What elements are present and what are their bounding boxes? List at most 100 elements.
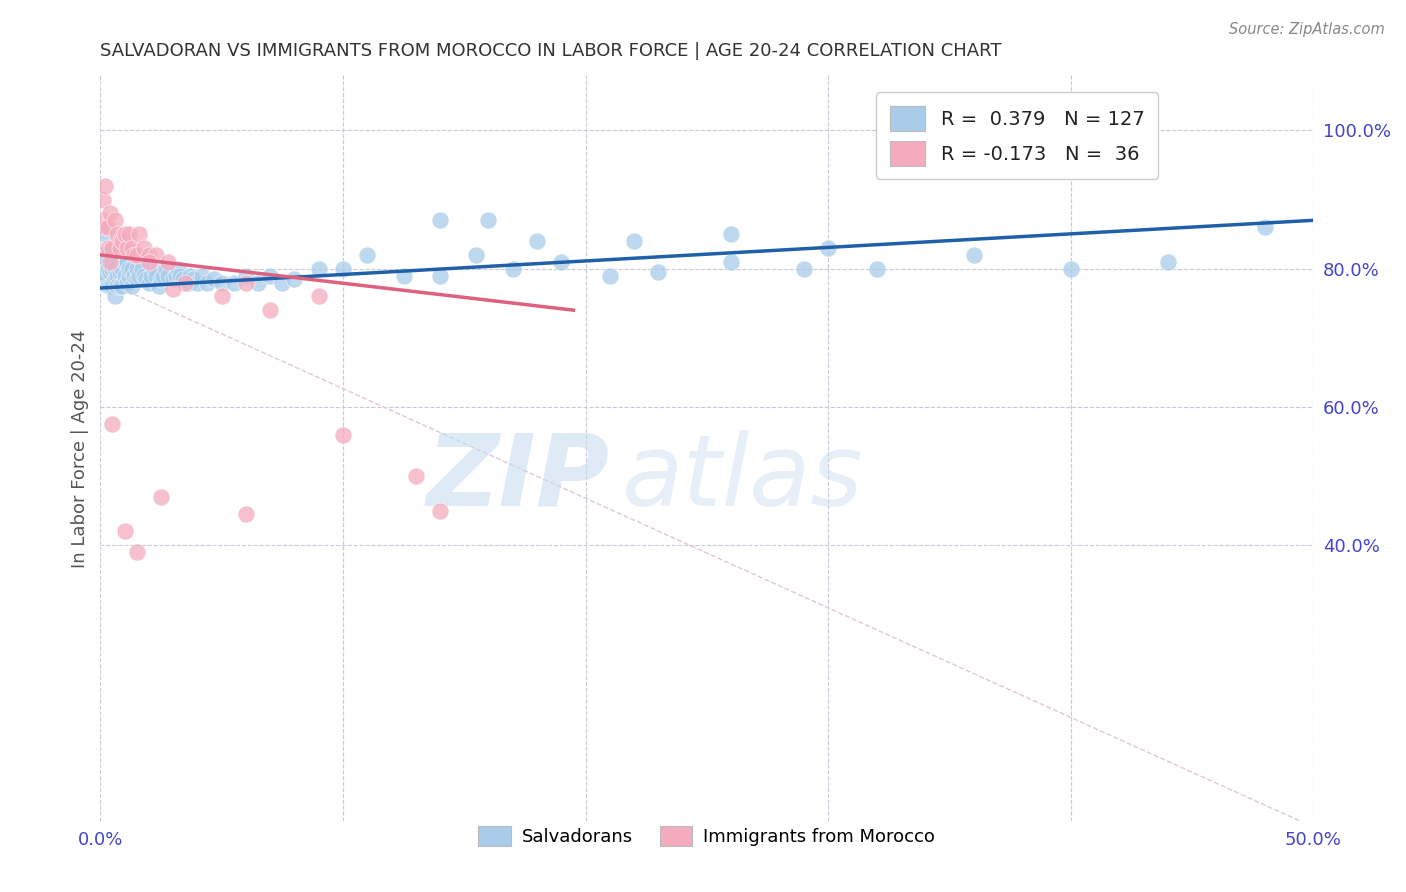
Point: [98, 265, 121, 279]
Point: [114, 227, 136, 241]
Point: [247, 276, 270, 290]
Point: [131, 261, 153, 276]
Point: [111, 234, 134, 248]
Point: [124, 268, 146, 283]
Point: [118, 227, 141, 241]
Point: [98, 279, 121, 293]
Point: [101, 254, 124, 268]
Point: [101, 261, 124, 276]
Point: [121, 279, 143, 293]
Point: [647, 265, 669, 279]
Point: [167, 261, 190, 276]
Point: [97, 248, 120, 262]
Point: [98, 254, 121, 268]
Point: [111, 261, 134, 276]
Point: [271, 276, 294, 290]
Point: [429, 213, 451, 227]
Point: [429, 503, 451, 517]
Point: [179, 268, 201, 283]
Point: [174, 276, 197, 290]
Point: [259, 303, 281, 318]
Y-axis label: In Labor Force | Age 20-24: In Labor Force | Age 20-24: [72, 329, 89, 567]
Point: [222, 276, 245, 290]
Point: [191, 268, 214, 283]
Point: [392, 268, 415, 283]
Legend: Salvadorans, Immigrants from Morocco: Salvadorans, Immigrants from Morocco: [471, 819, 942, 854]
Point: [865, 261, 887, 276]
Point: [105, 227, 128, 241]
Point: [465, 248, 488, 262]
Point: [114, 524, 136, 539]
Point: [98, 206, 121, 220]
Point: [195, 276, 218, 290]
Point: [142, 261, 165, 276]
Point: [623, 234, 645, 248]
Point: [108, 265, 131, 279]
Point: [141, 268, 163, 283]
Point: [186, 276, 208, 290]
Point: [104, 261, 127, 276]
Point: [308, 289, 330, 303]
Point: [720, 227, 742, 241]
Point: [115, 254, 138, 268]
Point: [124, 248, 146, 262]
Point: [145, 268, 167, 283]
Point: [114, 268, 136, 283]
Point: [125, 261, 148, 276]
Point: [963, 248, 986, 262]
Point: [132, 241, 155, 255]
Point: [94, 268, 117, 283]
Text: Source: ZipAtlas.com: Source: ZipAtlas.com: [1229, 22, 1385, 37]
Point: [817, 241, 839, 255]
Point: [91, 248, 114, 262]
Point: [1254, 220, 1277, 235]
Point: [91, 213, 114, 227]
Point: [94, 178, 117, 193]
Point: [550, 254, 572, 268]
Point: [125, 272, 148, 286]
Point: [283, 272, 305, 286]
Point: [91, 265, 114, 279]
Point: [138, 254, 160, 268]
Point: [235, 507, 257, 521]
Point: [91, 220, 114, 235]
Point: [121, 241, 143, 255]
Point: [138, 276, 160, 290]
Point: [125, 545, 148, 559]
Point: [115, 241, 138, 255]
Point: [145, 248, 167, 262]
Point: [125, 248, 148, 262]
Point: [97, 220, 120, 235]
Point: [211, 289, 233, 303]
Point: [98, 244, 121, 259]
Point: [132, 268, 155, 283]
Point: [202, 272, 225, 286]
Point: [172, 272, 194, 286]
Point: [235, 276, 257, 290]
Point: [104, 213, 127, 227]
Point: [94, 252, 117, 266]
Point: [720, 254, 742, 268]
Point: [235, 268, 257, 283]
Point: [429, 268, 451, 283]
Point: [157, 254, 180, 268]
Point: [162, 272, 184, 286]
Point: [94, 220, 117, 235]
Point: [128, 227, 150, 241]
Point: [97, 279, 120, 293]
Point: [332, 427, 354, 442]
Point: [105, 279, 128, 293]
Text: atlas: atlas: [621, 430, 863, 526]
Point: [91, 193, 114, 207]
Point: [502, 261, 524, 276]
Point: [599, 268, 621, 283]
Point: [211, 276, 233, 290]
Point: [405, 469, 427, 483]
Point: [114, 254, 136, 268]
Point: [111, 279, 134, 293]
Point: [101, 279, 124, 293]
Point: [104, 289, 127, 303]
Point: [150, 272, 173, 286]
Point: [94, 227, 117, 241]
Point: [157, 268, 180, 283]
